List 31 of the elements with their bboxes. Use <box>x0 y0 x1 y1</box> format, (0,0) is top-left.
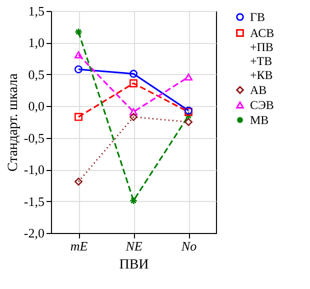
x-axis-title: ПВИ <box>119 258 149 272</box>
x-tick-label: mE <box>70 238 88 254</box>
y-tick-label: -1,5 <box>24 194 44 209</box>
y-tick-label: 0,0 <box>28 98 44 114</box>
y-tick-label: 1,5 <box>28 4 44 18</box>
y-axis-title: Стандарт. шкала <box>6 72 21 172</box>
y-tick-label: -1,0 <box>24 162 44 178</box>
point <box>74 112 83 121</box>
y-tick-label: -0,5 <box>24 130 44 146</box>
y-tick-label: 0,5 <box>28 66 44 82</box>
legend-label: ГВ <box>250 10 265 24</box>
point <box>184 118 193 126</box>
point <box>74 178 83 186</box>
point <box>129 196 138 205</box>
point <box>184 73 193 81</box>
legend-label: СЭВ <box>250 98 274 112</box>
point <box>184 112 193 120</box>
point <box>74 51 83 58</box>
legend-label: АВ <box>250 83 267 97</box>
point <box>74 28 83 36</box>
y-tick-label: -2,0 <box>24 226 44 240</box>
y-tick-label: 1,0 <box>28 35 44 50</box>
point <box>129 79 138 88</box>
point <box>74 65 83 74</box>
x-tick-label: No <box>180 238 198 254</box>
point <box>129 70 138 78</box>
x-tick-label: NE <box>124 238 142 254</box>
legend-label: МВ <box>250 113 269 127</box>
legend-label: АСВ +ПВ +ТВ +КВ <box>250 26 274 82</box>
point <box>129 112 138 121</box>
point <box>129 108 138 116</box>
